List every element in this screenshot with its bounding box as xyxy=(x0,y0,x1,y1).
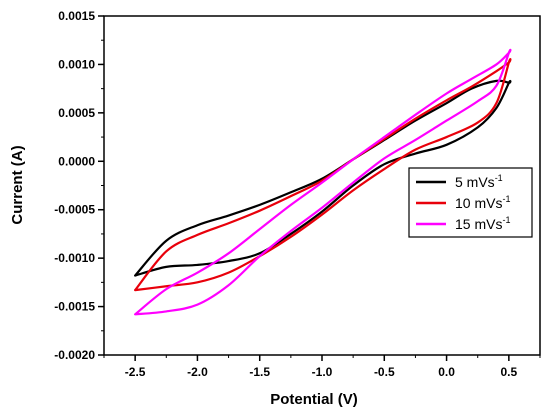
legend-label-3: 15 mVs-1 xyxy=(455,215,510,232)
x-tick-label: 0.0 xyxy=(438,365,455,379)
legend-label-superscript: -1 xyxy=(502,215,510,225)
y-tick-label: -0.0015 xyxy=(54,300,95,314)
y-tick-label: 0.0005 xyxy=(58,106,95,120)
x-tick-label: -1.5 xyxy=(249,365,270,379)
tick-labels: -2.5 -2.0 -1.5 -1.0 -0.5 0.0 0.5 -0.0020 -0.0015… xyxy=(54,9,517,379)
y-tick-label: -0.0005 xyxy=(54,203,95,217)
legend-label-text: 15 mVs xyxy=(455,216,502,232)
x-axis-title: Potential (V) xyxy=(270,391,358,408)
y-tick-label: 0.0000 xyxy=(58,154,95,168)
y-axis-title: Current (A) xyxy=(9,145,26,224)
y-tick-label: -0.0020 xyxy=(54,348,95,362)
series-line-3 xyxy=(134,48,512,316)
legend: 5 mVs-110 mVs-115 mVs-1 xyxy=(408,167,533,238)
x-tick-label: -1.0 xyxy=(312,365,333,379)
x-tick-label: -0.5 xyxy=(374,365,395,379)
x-tick-label: -2.0 xyxy=(187,365,208,379)
y-tick-label: 0.0010 xyxy=(58,57,95,71)
legend-label-superscript: -1 xyxy=(495,173,503,183)
x-tick-label: 0.5 xyxy=(501,365,518,379)
y-tick-label: -0.0010 xyxy=(54,251,95,265)
legend-label-2: 10 mVs-1 xyxy=(455,194,510,211)
legend-label-1: 5 mVs-1 xyxy=(455,173,503,190)
y-tick-label: 0.0015 xyxy=(58,9,95,23)
axes xyxy=(98,15,541,361)
series-line-2 xyxy=(134,58,512,292)
x-tick-label: -2.5 xyxy=(125,365,146,379)
series-curves xyxy=(134,48,512,316)
legend-label-text: 10 mVs xyxy=(455,195,502,211)
legend-label-superscript: -1 xyxy=(502,194,510,204)
legend-label-text: 5 mVs xyxy=(455,174,495,190)
